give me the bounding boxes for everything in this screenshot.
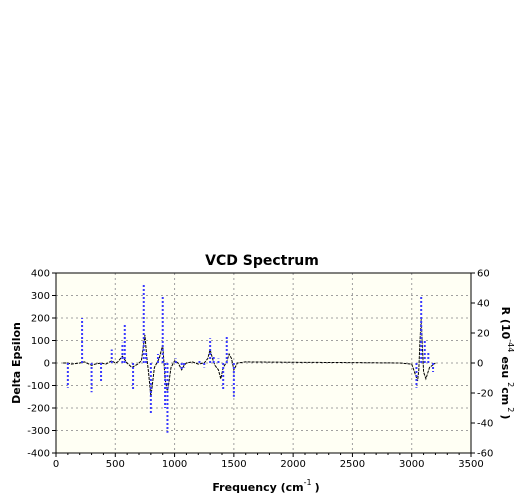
y-tick-label-right: -60 (477, 449, 493, 460)
r-label-part-5: cm (499, 387, 512, 405)
y-tick-label-left: 100 (31, 336, 50, 347)
plot-area (56, 273, 471, 453)
spectrum-line (63, 317, 436, 397)
y-axis-label-left: Delta Epsilon (10, 322, 23, 404)
x-tick-label: 0 (53, 459, 59, 470)
x-axis-label-sup: -1 (304, 478, 312, 487)
x-axis-label: Frequency (cm-1) (212, 478, 319, 494)
y-axis-label-right: R (10-44esu2cm2) (499, 307, 515, 420)
x-axis-label-close: ) (315, 481, 320, 494)
x-tick-label: 1500 (221, 459, 246, 470)
r-label-part-6: 2 (506, 407, 515, 412)
x-tick-label: 2000 (280, 459, 305, 470)
y-tick-label-left: -300 (27, 426, 50, 437)
y-tick-label-right: -40 (477, 419, 493, 430)
r-label-part-3: esu (499, 356, 512, 378)
y-tick-label-right: 20 (477, 329, 490, 340)
y-tick-label-right: 40 (477, 299, 490, 310)
y-tick-label-left: 200 (31, 314, 50, 325)
r-label-part-4: 2 (506, 382, 515, 387)
x-tick-label: 2500 (340, 459, 365, 470)
y-tick-label-right: 0 (477, 359, 483, 370)
chart-title: VCD Spectrum (205, 253, 319, 269)
r-label-part-7: ) (499, 414, 512, 419)
y-tick-label-left: 400 (31, 269, 50, 280)
series-layer (63, 284, 436, 433)
x-tick-label: 3500 (458, 459, 483, 470)
y-tick-label-right: -20 (477, 389, 493, 400)
y-tick-label-left: -400 (27, 449, 50, 460)
x-tick-label: 1000 (162, 459, 187, 470)
r-label-part-1: R (10 (499, 307, 512, 340)
x-tick-label: 500 (106, 459, 125, 470)
r-label-part-2: -44 (506, 339, 515, 352)
y-tick-label-left: -100 (27, 381, 50, 392)
y-tick-label-left: 300 (31, 291, 50, 302)
y-tick-label-left: -200 (27, 404, 50, 415)
x-axis-label-main: Frequency (cm (212, 481, 303, 494)
y-tick-label-right: 60 (477, 269, 490, 280)
tick-layer: 0 500 1000 1500 2000 2500 3000 3500400300200100… (27, 269, 493, 471)
y-tick-label-left: 0 (44, 359, 50, 370)
x-tick-label: 3000 (399, 459, 424, 470)
